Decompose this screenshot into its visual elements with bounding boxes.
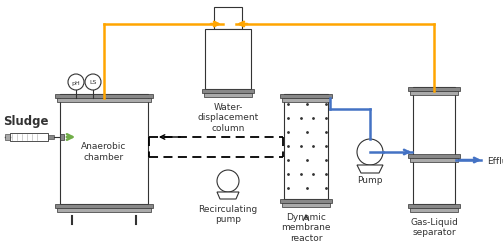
Circle shape	[85, 75, 101, 91]
Bar	[57, 98, 151, 102]
Text: Gas-Liquid
separator: Gas-Liquid separator	[410, 217, 458, 236]
Text: pH: pH	[71, 80, 80, 85]
Polygon shape	[357, 165, 383, 173]
Bar	[57, 208, 151, 212]
Bar	[55, 94, 153, 98]
Bar	[55, 204, 153, 208]
Circle shape	[357, 140, 383, 165]
Bar	[280, 94, 332, 98]
Bar	[284, 94, 328, 199]
Text: Effluent: Effluent	[487, 156, 503, 165]
Bar	[280, 199, 332, 203]
Bar	[410, 158, 458, 162]
Text: Sludge: Sludge	[3, 114, 48, 127]
Bar	[410, 208, 458, 212]
Bar	[408, 204, 460, 208]
Bar	[204, 94, 252, 98]
Polygon shape	[217, 192, 239, 199]
Bar	[10, 134, 48, 141]
Bar	[60, 134, 64, 140]
Bar	[408, 154, 460, 158]
Bar	[282, 98, 330, 102]
Text: Dynamic
membrane
reactor: Dynamic membrane reactor	[281, 212, 331, 242]
Bar	[410, 92, 458, 96]
Text: Pump: Pump	[357, 175, 383, 184]
Text: Anaerobic
chamber: Anaerobic chamber	[81, 142, 127, 161]
Text: Recirculating
pump: Recirculating pump	[198, 204, 258, 224]
Circle shape	[68, 75, 84, 91]
Bar	[282, 203, 330, 207]
Bar	[408, 88, 460, 92]
Bar	[5, 134, 10, 140]
Bar	[202, 90, 254, 94]
Bar	[214, 8, 242, 30]
Text: LS: LS	[90, 80, 97, 85]
Circle shape	[217, 170, 239, 192]
Text: Water-
displacement
column: Water- displacement column	[197, 102, 259, 132]
Bar	[60, 94, 148, 204]
Bar	[205, 30, 251, 90]
Bar	[48, 136, 54, 140]
Bar	[413, 88, 455, 204]
